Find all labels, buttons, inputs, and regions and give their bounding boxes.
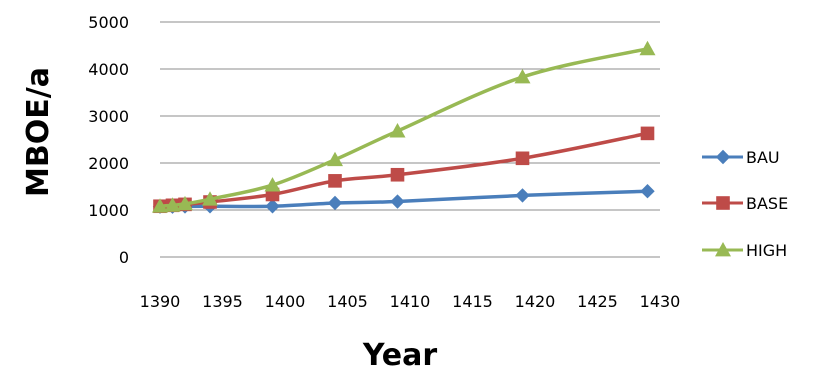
data-point-triangle <box>389 123 406 138</box>
data-point-triangle <box>715 242 731 257</box>
y-axis-ticks: 0 1000 2000 3000 4000 5000 <box>88 13 129 267</box>
y-axis-title: MBOE/a <box>21 67 56 197</box>
data-point-diamond <box>640 184 655 199</box>
y-tick-label: 2000 <box>88 154 129 173</box>
y-tick-label: 5000 <box>88 13 129 32</box>
legend-item-base: BASE <box>702 194 788 213</box>
data-point-diamond <box>715 149 731 165</box>
x-tick-label: 1420 <box>515 292 556 311</box>
data-point-diamond <box>265 199 280 214</box>
data-point-triangle <box>202 191 218 206</box>
x-tick-label: 1405 <box>327 292 368 311</box>
series-layer <box>152 40 656 214</box>
data-point-triangle <box>514 68 531 84</box>
data-point-square <box>390 167 405 182</box>
x-axis-title: Year <box>362 338 438 373</box>
data-point-triangle <box>639 40 656 56</box>
series-high <box>152 40 656 213</box>
y-tick-label: 0 <box>119 248 129 267</box>
data-point-triangle <box>152 198 168 213</box>
x-tick-label: 1395 <box>202 292 243 311</box>
data-point-square <box>640 126 655 141</box>
series-line <box>159 47 648 208</box>
legend-label: BAU <box>746 148 780 167</box>
x-axis-ticks: 1390 1395 1400 1405 1410 1415 1420 1425 1430 <box>140 292 681 311</box>
legend: BAU BASE HIGH <box>702 148 788 260</box>
data-point-triangle <box>164 197 181 212</box>
data-point-triangle <box>177 195 193 211</box>
x-tick-label: 1410 <box>390 292 431 311</box>
data-point-square <box>515 151 530 166</box>
data-point-triangle <box>327 151 343 167</box>
data-point-square <box>716 196 730 210</box>
x-tick-label: 1400 <box>265 292 306 311</box>
legend-label: HIGH <box>746 241 787 260</box>
y-tick-label: 3000 <box>88 107 129 126</box>
data-point-triangle <box>264 177 281 192</box>
y-tick-label: 4000 <box>88 60 129 79</box>
legend-item-high: HIGH <box>702 241 787 260</box>
data-point-diamond <box>327 195 343 211</box>
x-tick-label: 1430 <box>640 292 681 311</box>
x-tick-label: 1425 <box>577 292 618 311</box>
data-point-square <box>328 174 342 188</box>
legend-item-bau: BAU <box>702 148 780 167</box>
x-tick-label: 1415 <box>452 292 493 311</box>
gridlines <box>160 21 660 258</box>
legend-label: BASE <box>746 194 788 213</box>
y-tick-label: 1000 <box>88 201 129 220</box>
data-point-diamond <box>390 194 405 209</box>
x-tick-label: 1390 <box>140 292 181 311</box>
data-point-diamond <box>515 188 530 203</box>
